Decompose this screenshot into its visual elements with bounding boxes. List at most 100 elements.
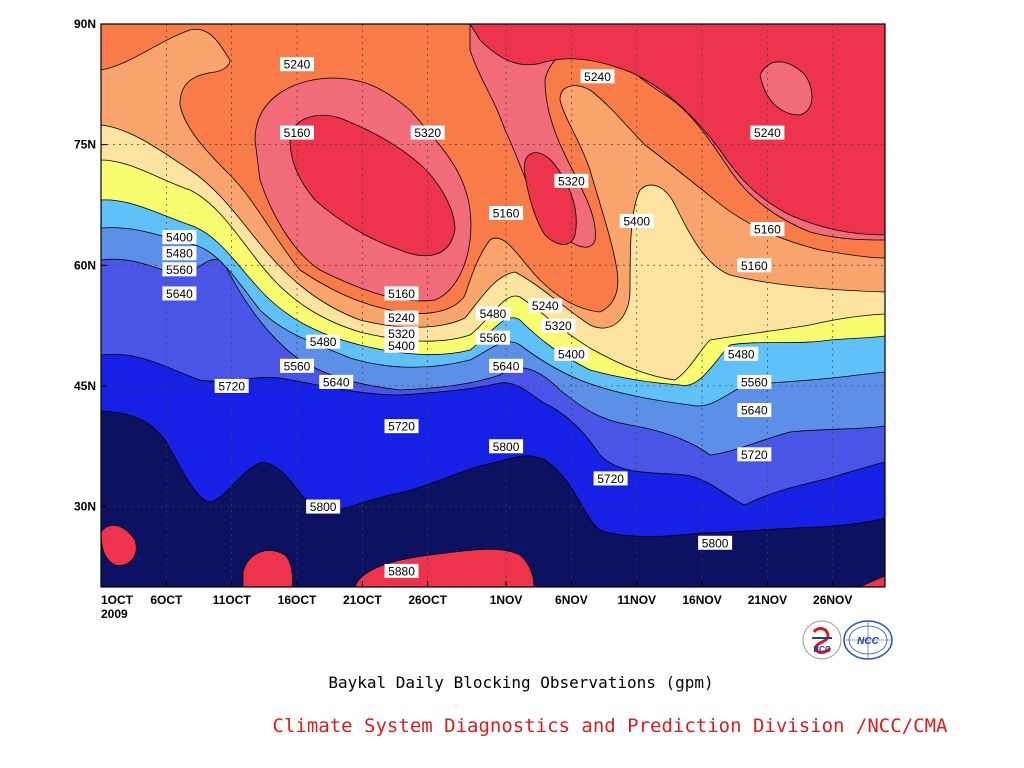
contour-label: 5720 <box>384 419 419 434</box>
ncc-logo <box>843 620 893 660</box>
contour-label: 5720 <box>214 378 249 393</box>
contour-label-text: 5160 <box>388 287 415 301</box>
contour-label-box <box>541 318 576 333</box>
x-tick-label: 21OCT <box>343 593 382 607</box>
band-above-5880-island <box>242 550 293 587</box>
contour-label: 5400 <box>554 346 589 361</box>
contour-label-text: 5400 <box>558 347 585 361</box>
contour-label-text: 5560 <box>741 375 768 389</box>
contour-label: 5720 <box>593 471 628 486</box>
contour-label-box <box>306 334 341 349</box>
contour-label-text: 5160 <box>284 126 311 140</box>
x-tick-label: 6NOV <box>555 593 588 607</box>
contour-label: 5480 <box>162 246 197 261</box>
contour-label: 5320 <box>384 326 419 341</box>
contour-label-text: 5400 <box>623 215 650 229</box>
contour-label: 5160 <box>489 206 524 221</box>
contour-label-box <box>489 439 524 454</box>
contour-label-text: 5320 <box>545 319 572 333</box>
contour-label-box <box>162 230 197 245</box>
contour-label-box <box>319 374 354 389</box>
contour-label-text: 5320 <box>414 126 441 140</box>
contour-label: 5480 <box>476 306 510 321</box>
contour-label: 5480 <box>724 346 759 361</box>
contour-label-box <box>737 374 772 389</box>
contour-label-box <box>698 535 733 550</box>
contour-label-box <box>162 286 197 301</box>
contour-label-box <box>280 358 314 373</box>
contour-label-text: 5240 <box>584 70 611 84</box>
contour-label-box <box>476 330 510 345</box>
x-tick-label: 1NOV <box>490 593 523 607</box>
contour-label-text: 5560 <box>480 331 507 345</box>
contour-label: 5560 <box>476 330 510 345</box>
y-tick-label: 45N <box>74 379 96 393</box>
band-above-5880-island <box>859 575 885 587</box>
contour-label-box <box>619 214 654 229</box>
contour-label-text: 5400 <box>388 339 415 353</box>
contour-label-box <box>580 69 615 84</box>
contour-label-text: 5480 <box>480 307 507 321</box>
contour-label-box <box>280 125 314 140</box>
y-axis-ticks: 30N 45N 60N 75N 90N <box>74 17 107 514</box>
contour-label-box <box>384 338 419 353</box>
contour-label-box <box>384 326 419 341</box>
x-tick-label: 21NOV <box>748 593 787 607</box>
contour-label: 5320 <box>410 125 445 140</box>
contour-label: 5240 <box>580 69 615 84</box>
contour-label-text: 5480 <box>166 247 193 261</box>
contour-label-box <box>384 286 419 301</box>
contour-label-text: 5320 <box>388 327 415 341</box>
contour-label: 5640 <box>162 286 197 301</box>
contour-label-text: 5240 <box>754 126 781 140</box>
x-tick-label: 6OCT <box>150 593 183 607</box>
contour-label-text: 5720 <box>741 448 768 462</box>
x-tick-label: 11NOV <box>617 593 656 607</box>
contour-label-text: 5640 <box>493 359 520 373</box>
x-tick-year-label: 2009 <box>101 607 128 621</box>
x-tick-label: 11OCT <box>213 593 252 607</box>
contour-label: 5560 <box>737 374 772 389</box>
contour-label-text: 5720 <box>388 420 415 434</box>
contour-label-text: 5640 <box>323 375 350 389</box>
contour-label-box <box>554 346 589 361</box>
contour-label: 5560 <box>162 262 197 277</box>
contour-label: 5240 <box>528 298 563 313</box>
contour-label-box <box>384 419 419 434</box>
contour-label-box <box>306 499 341 514</box>
contour-label-text: 5800 <box>702 536 729 550</box>
contour-label: 5400 <box>384 338 419 353</box>
contour-label: 5640 <box>319 374 354 389</box>
contour-label-text: 5720 <box>218 379 245 393</box>
contour-label-box <box>737 258 772 273</box>
contour-label-box <box>528 298 563 313</box>
bcc-logo-lettering: BCC <box>813 645 831 654</box>
contour-label-box <box>280 57 314 72</box>
contour-label: 5800 <box>489 439 524 454</box>
contour-label: 5640 <box>489 358 524 373</box>
contour-label-box <box>737 403 772 418</box>
contour-label: 5240 <box>384 310 419 325</box>
credit-line: Climate System Diagnostics and Predictio… <box>273 715 948 737</box>
contour-label-box <box>724 346 759 361</box>
y-tick-label: 30N <box>74 500 96 514</box>
contour-label: 5480 <box>306 334 341 349</box>
x-tick-label: 16NOV <box>682 593 721 607</box>
contour-label-text: 5800 <box>310 500 337 514</box>
contour-label-box <box>384 310 419 325</box>
contour-label: 5160 <box>280 125 314 140</box>
y-tick-label: 60N <box>74 258 96 272</box>
x-tick-label: 1OCT <box>101 593 134 607</box>
contour-label: 5240 <box>750 125 785 140</box>
contour-label-text: 5240 <box>284 58 311 72</box>
contour-label-text: 5320 <box>558 174 585 188</box>
x-tick-label: 16OCT <box>278 593 317 607</box>
y-tick-label: 75N <box>74 138 96 152</box>
contour-label: 5800 <box>698 535 733 550</box>
contour-label-box <box>750 125 785 140</box>
contour-label-box <box>489 206 524 221</box>
contour-label-box <box>214 378 249 393</box>
x-axis-ticks: 1OCT 6OCT 11OCT 16OCT 21OCT 26OCT 1NOV 6NOV 11NO… <box>100 581 852 621</box>
